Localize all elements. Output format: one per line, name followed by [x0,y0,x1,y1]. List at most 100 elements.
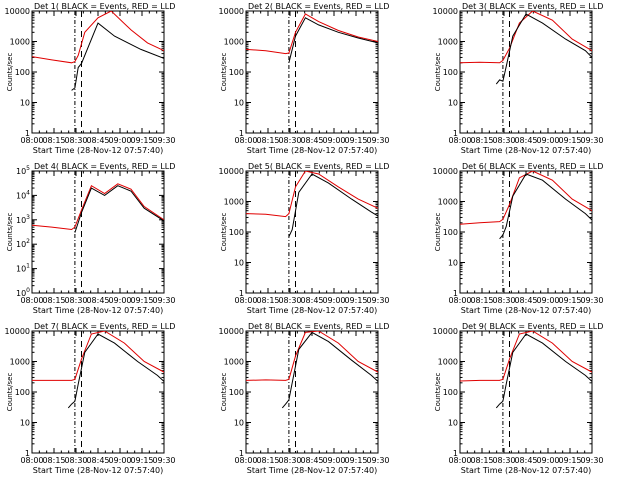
series-events [71,22,164,91]
x-tick-label: 09:30 [580,296,603,305]
plot-area [246,171,378,293]
panel-det-5: Det 5( BLACK = Events, RED = LLD 1 10 100 10… [219,162,390,315]
y-tick-label: 10 [448,99,458,108]
y-tick-label: 100 [229,388,244,397]
y-tick-label: 1 [453,449,458,458]
series-events [495,13,592,85]
plot-frame [245,330,379,454]
x-tick-label: 09:15 [344,456,367,465]
panel-title: Det 2( BLACK = Events, RED = LLD [248,2,389,11]
panel-det-2: Det 2( BLACK = Events, RED = LLD 1 10 100 10… [219,2,390,155]
x-axis-label: Start Time (28-Nov-12 07:57:40) [461,306,591,315]
x-axis-label: Start Time (28-Nov-12 07:57:40) [33,306,163,315]
y-tick-label: 10 [20,419,30,428]
x-tick-label: 08:00 [448,456,471,465]
panel-title: Det 5( BLACK = Events, RED = LLD [248,162,389,171]
series-lld [460,331,592,382]
y-axis-label: Counts/sec [220,53,228,92]
y-tick-label: 10 [448,419,458,428]
x-tick-label: 08:00 [448,296,471,305]
series-events [74,185,164,233]
y-tick-label: 10000 [5,327,30,336]
y-tick-label: 1000 [438,358,458,367]
plot-frame [459,170,593,294]
x-axis-label: Start Time (28-Nov-12 07:57:40) [33,466,163,475]
series-lld [460,171,592,225]
panel-det-7: Det 7( BLACK = Events, RED = LLD 1 10 100 10… [5,322,176,475]
y-tick-label: 1 [239,129,244,138]
y-tick-label: 10000 [433,327,458,336]
y-axis-label: Counts/sec [6,213,14,252]
x-tick-label: 08:30 [492,136,515,145]
x-tick-label: 08:45 [86,296,109,305]
x-tick-label: 08:45 [86,136,109,145]
y-tick-label: 100 [443,228,458,237]
panel-title: Det 6( BLACK = Events, RED = LLD [462,162,603,171]
y-tick-label: 1000 [10,358,30,367]
y-axis-label: Counts/sec [6,373,14,412]
y-tick-label: 100 [15,68,30,77]
y-tick-label: 1 [239,289,244,298]
x-axis-label: Start Time (28-Nov-12 07:57:40) [461,146,591,155]
y-axis-label: Counts/sec [434,373,442,412]
plot-area [32,171,164,293]
y-axis-label: Counts/sec [220,373,228,412]
y-tick-label: 1000 [224,358,244,367]
y-tick-label: 10000 [433,167,458,176]
y-axis-label: Counts/sec [434,53,442,92]
x-tick-label: 09:30 [152,136,175,145]
x-tick-label: 09:15 [130,456,153,465]
x-tick-label: 08:15 [42,136,65,145]
y-tick-label: 10 [234,419,244,428]
x-axis-label: Start Time (28-Nov-12 07:57:40) [247,306,377,315]
x-tick-label: 09:00 [536,136,559,145]
panel-det-4: Det 4( BLACK = Events, RED = LLD 100 101 10… [6,162,176,315]
x-tick-label: 08:30 [64,296,87,305]
y-tick-label: 1000 [224,198,244,207]
y-tick-label: 102 [16,238,30,249]
series-events [495,333,592,409]
panel-title: Det 1( BLACK = Events, RED = LLD [34,2,175,11]
x-tick-label: 08:00 [20,296,43,305]
plot-area [32,331,164,453]
series-events [499,173,592,240]
panel-det-1: Det 1( BLACK = Events, RED = LLD 1 10 100 10… [5,2,176,155]
x-tick-label: 09:00 [108,296,131,305]
panel-det-9: Det 9( BLACK = Events, RED = LLD 1 10 100 10… [433,322,604,475]
plot-area [32,11,164,133]
series-lld [460,11,592,64]
y-tick-label: 1000 [224,38,244,47]
panel-title: Det 9( BLACK = Events, RED = LLD [462,322,603,331]
y-tick-label: 10 [234,259,244,268]
plot-frame [245,170,379,294]
x-tick-label: 08:45 [86,456,109,465]
x-tick-label: 09:15 [558,456,581,465]
x-tick-label: 08:30 [64,456,87,465]
x-tick-label: 08:00 [20,456,43,465]
plot-frame [31,10,165,134]
y-tick-label: 10 [448,259,458,268]
x-tick-label: 08:00 [234,136,257,145]
y-tick-label: 100 [15,388,30,397]
x-tick-label: 09:00 [536,456,559,465]
y-tick-label: 10 [234,99,244,108]
plot-area [460,171,592,293]
plot-frame [459,330,593,454]
plot-area [460,331,592,453]
x-tick-label: 08:15 [256,296,279,305]
x-tick-label: 09:30 [580,456,603,465]
y-tick-label: 1000 [438,38,458,47]
x-tick-label: 09:15 [344,296,367,305]
y-tick-label: 10000 [433,7,458,16]
y-tick-label: 100 [443,388,458,397]
y-tick-label: 100 [443,68,458,77]
y-tick-label: 1 [453,289,458,298]
x-tick-label: 08:15 [42,456,65,465]
y-tick-label: 100 [16,287,30,298]
x-tick-label: 09:00 [322,136,345,145]
x-tick-label: 09:00 [536,296,559,305]
x-tick-label: 09:30 [152,296,175,305]
x-tick-label: 09:15 [130,296,153,305]
series-lld [32,331,164,381]
